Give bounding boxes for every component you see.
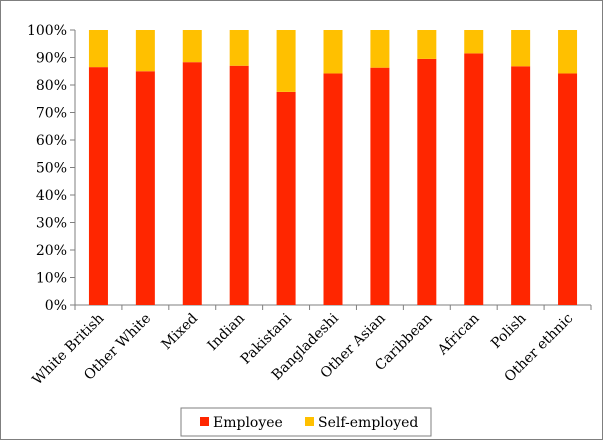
y-tick-label: 60%	[36, 133, 67, 149]
y-tick-label: 30%	[36, 216, 67, 232]
bars	[88, 30, 578, 306]
legend-swatch-self-employed	[305, 417, 314, 426]
legend-label-self-employed: Self-employed	[318, 415, 418, 431]
axes	[70, 29, 592, 310]
legend-label-employee: Employee	[213, 415, 283, 431]
x-tick-label: African	[434, 311, 482, 359]
bar-employee-other-asian	[370, 67, 390, 306]
bar-self-employed-mixed	[182, 30, 202, 63]
bar-employee-other-white	[135, 71, 155, 305]
bar-employee-mixed	[182, 62, 202, 306]
y-tick-label: 20%	[36, 243, 67, 259]
bar-employee-polish	[511, 66, 531, 305]
bar-employee-african	[464, 53, 484, 306]
bar-employee-indian	[229, 65, 249, 305]
bar-employee-pakistani	[276, 91, 296, 306]
x-tick-label: Mixed	[159, 310, 201, 352]
y-tick-label: 50%	[36, 161, 67, 177]
bar-self-employed-indian	[229, 30, 249, 66]
y-tick-label: 0%	[45, 298, 67, 314]
bar-employee-caribbean	[417, 58, 437, 306]
bar-self-employed-other-white	[135, 30, 155, 72]
y-tick-label: 10%	[36, 271, 67, 287]
bar-self-employed-african	[464, 30, 484, 54]
bar-self-employed-other-ethnic	[558, 30, 578, 74]
legend: Employee Self-employed	[180, 407, 432, 437]
y-tick-label: 40%	[36, 188, 67, 204]
bar-self-employed-pakistani	[276, 30, 296, 92]
bar-self-employed-polish	[511, 30, 531, 67]
y-tick-label: 70%	[36, 106, 67, 122]
y-tick-label: 90%	[36, 51, 67, 67]
bar-self-employed-caribbean	[417, 30, 437, 59]
legend-swatch-employee	[200, 417, 209, 426]
bar-employee-white-british	[88, 67, 108, 306]
bar-employee-bangladeshi	[323, 73, 343, 305]
bar-self-employed-white-british	[88, 30, 108, 68]
bar-self-employed-other-asian	[370, 30, 390, 68]
bar-self-employed-bangladeshi	[323, 30, 343, 74]
y-tick-labels: 0% 10% 20% 30% 40% 50% 60% 70% 80% 90% 100%	[27, 23, 67, 314]
x-tick-label: Indian	[205, 311, 248, 354]
x-tick-label: Polish	[488, 311, 529, 352]
y-tick-label: 80%	[36, 78, 67, 94]
y-tick-label: 100%	[27, 23, 67, 39]
bar-employee-other-ethnic	[558, 73, 578, 305]
